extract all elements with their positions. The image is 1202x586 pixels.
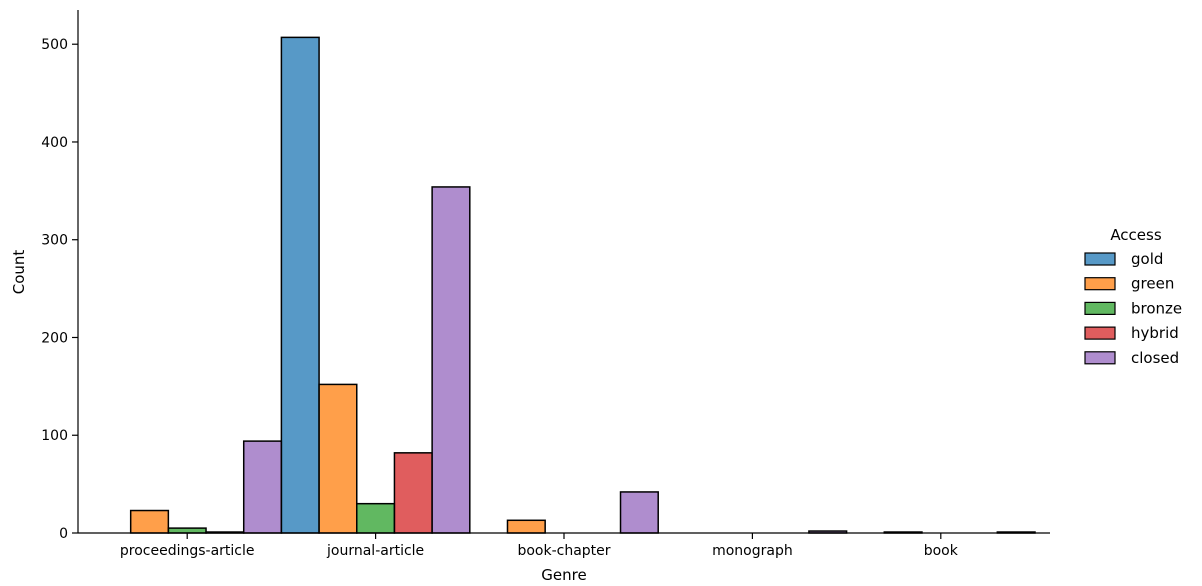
legend-title: Access: [1110, 226, 1162, 244]
x-tick-label: book-chapter: [517, 543, 610, 559]
bar-closed-journal-article: [431, 186, 471, 534]
x-tick-label: journal-article: [326, 543, 424, 559]
x-axis-label: Genre: [541, 566, 586, 582]
y-tick-label: 200: [41, 330, 68, 346]
x-tick-label: proceedings-article: [120, 543, 255, 559]
legend-label-bronze: bronze: [1131, 299, 1182, 317]
x-tick-label: monograph: [712, 543, 793, 559]
bar-green-journal-article: [318, 383, 358, 534]
axes-group: 0 100 200 300 400 500 proceedings-article journ…: [41, 10, 1050, 559]
bar-bronze-journal-article: [356, 502, 396, 534]
bars-group: [129, 36, 1036, 534]
legend-label-hybrid: hybrid: [1131, 324, 1179, 342]
y-tick-label: 500: [41, 37, 68, 53]
legend-label-green: green: [1131, 275, 1174, 293]
bar-green-book-chapter: [506, 519, 546, 534]
bar-gold-journal-article: [280, 36, 320, 534]
x-tick-label: book: [924, 543, 959, 559]
y-tick-label: 100: [41, 428, 68, 444]
y-tick-label: 300: [41, 233, 68, 249]
bar-closed-proceedings-article: [242, 440, 283, 534]
legend-swatch-green: [1084, 277, 1116, 291]
y-tick-label: 400: [41, 135, 68, 151]
y-tick-label: 0: [59, 526, 68, 542]
bar-hybrid-journal-article: [393, 452, 433, 534]
legend-label-closed: closed: [1131, 349, 1179, 367]
y-axis-label: Count: [10, 250, 28, 295]
legend-swatch-gold: [1084, 252, 1116, 266]
bar-green-proceedings-article: [129, 509, 170, 534]
legend: Access gold green bronze hybrid closed: [1084, 226, 1182, 367]
legend-swatch-bronze: [1084, 301, 1116, 315]
bar-closed-book-chapter: [619, 491, 659, 534]
legend-swatch-closed: [1084, 351, 1116, 365]
bar-bronze-proceedings-article: [167, 527, 207, 534]
legend-label-gold: gold: [1131, 250, 1163, 268]
legend-swatch-hybrid: [1084, 326, 1116, 340]
